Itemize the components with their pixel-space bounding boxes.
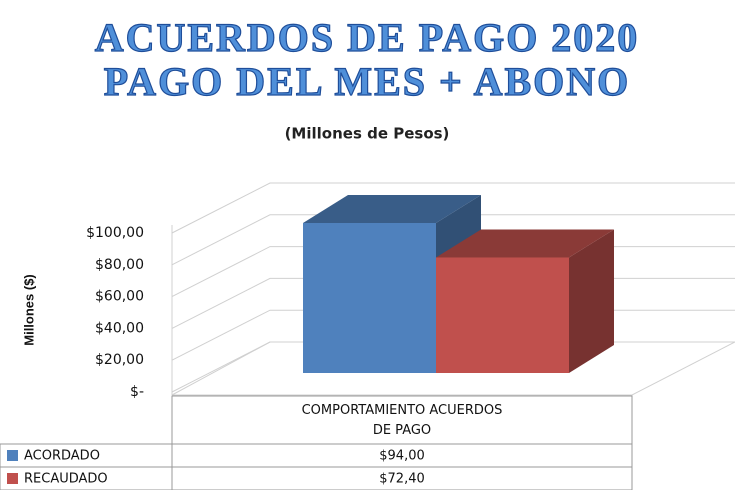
grid-line [171, 182, 735, 234]
x-tick-label-line: DE PAGO [373, 423, 431, 438]
bar [436, 229, 614, 373]
legend-swatch [7, 450, 18, 461]
bar-top [436, 229, 614, 258]
data-label: $72,40 [379, 472, 425, 487]
y-tick-label: $40,00 [95, 320, 144, 336]
legend-label: RECAUDADO [24, 472, 108, 487]
y-tick-label: $80,00 [95, 257, 144, 273]
y-tick-label: $- [130, 384, 144, 400]
y-tick-label: $100,00 [86, 225, 144, 241]
data-label: $94,00 [379, 449, 425, 464]
bar-front [436, 257, 569, 373]
x-tick-label: COMPORTAMIENTO ACUERDOS DE PAGO [302, 403, 503, 438]
chart-title: ACUERDOS DE PAGO 2020 [95, 15, 640, 60]
table-row [0, 466, 633, 490]
legend-swatch [7, 473, 18, 484]
y-tick-label: $60,00 [95, 289, 144, 305]
bar-side [569, 229, 614, 373]
y-tick-label: $20,00 [95, 352, 144, 368]
grid-line [171, 214, 735, 266]
bar-top [303, 195, 481, 223]
floor-edge [172, 341, 735, 396]
x-tick-label-line: COMPORTAMIENTO ACUERDOS [302, 403, 503, 418]
y-axis-label: Millones ($) [21, 274, 36, 346]
chart-title: PAGO DEL MES + ABONO [104, 59, 631, 104]
bar-front [303, 223, 436, 373]
chart-subtitle: (Millones de Pesos) [285, 125, 450, 143]
legend-label: ACORDADO [24, 449, 100, 464]
